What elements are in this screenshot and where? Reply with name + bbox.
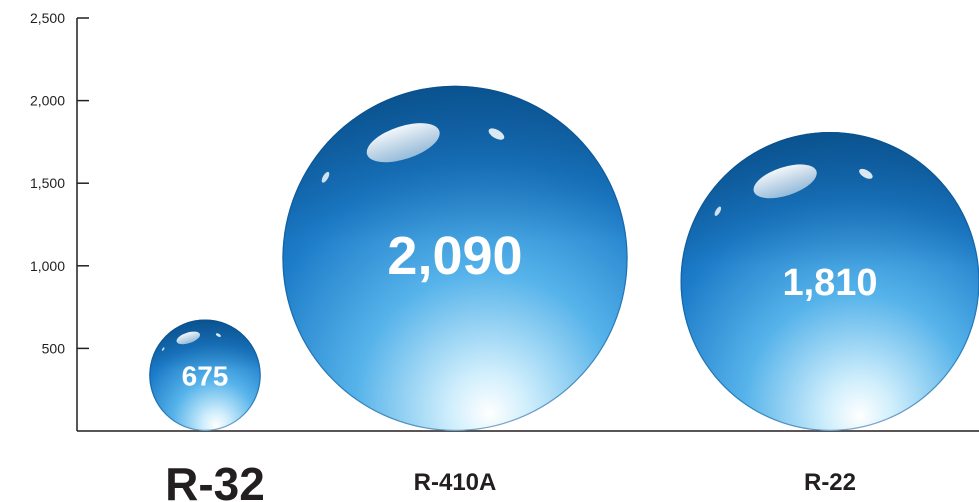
bubble-shade — [282, 85, 628, 431]
y-tick-label: 1,000 — [30, 258, 65, 274]
y-tick-label: 1,500 — [30, 175, 65, 191]
bubble-glint — [215, 333, 221, 337]
y-tick-label: 2,000 — [30, 93, 65, 109]
category-label: R-410A — [414, 469, 497, 496]
bubble-shade — [680, 132, 979, 431]
bubble-highlight — [176, 331, 201, 345]
bubble-highlight — [753, 164, 817, 199]
bubble-outline — [149, 319, 261, 431]
bubble-highlight — [366, 123, 440, 163]
bubbles: 675 2,090 1,810 — [149, 85, 979, 431]
bubble-r-22: 1,810 — [680, 132, 979, 431]
bubble-glint — [859, 168, 873, 179]
bubble-value-label: 675 — [182, 360, 229, 391]
bubble-outline — [282, 85, 628, 431]
bubble-glint — [321, 171, 330, 183]
bubble-value-label: 2,090 — [387, 226, 522, 286]
y-tick-label: 2,500 — [30, 10, 65, 26]
bubble-shade — [149, 319, 261, 431]
y-axis: 500 1,000 1,500 2,000 2,500 — [30, 10, 89, 431]
bubble-glint — [161, 347, 165, 351]
bubble-value-label: 1,810 — [782, 262, 877, 304]
bubble-r-410a: 2,090 — [282, 85, 628, 431]
y-ticks: 500 1,000 1,500 2,000 2,500 — [30, 10, 89, 356]
category-label: R-22 — [804, 469, 856, 496]
bubble-glint — [714, 206, 722, 216]
category-label: R-32 — [165, 458, 265, 502]
bubble-glint — [488, 128, 505, 140]
y-tick-label: 500 — [42, 340, 66, 356]
bubble-r-32: 675 — [149, 319, 261, 431]
category-labels: R-32 R-410A R-22 — [165, 458, 856, 502]
